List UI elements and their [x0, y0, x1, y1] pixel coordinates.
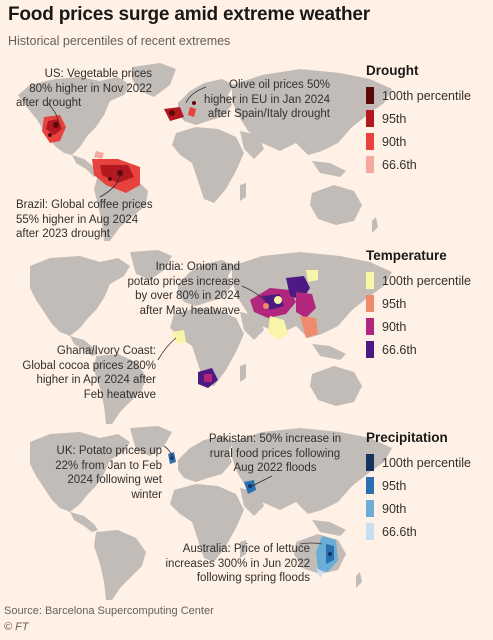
- precipitation-legend-item: 66.6th: [366, 520, 471, 543]
- annotation-pakistan-floods: Pakistan: 50% increase in rural food pri…: [208, 433, 342, 474]
- precipitation-swatch-100: [366, 454, 374, 471]
- annotation-olive-oil: Olive oil prices 50% higher in EU in Jan…: [204, 79, 330, 120]
- temperature-panel: India: Onion and potato prices increase …: [0, 248, 493, 428]
- drought-legend-item: 66.6th: [366, 153, 471, 176]
- precipitation-swatch-90: [366, 500, 374, 517]
- drought-legend-title: Drought: [366, 63, 419, 78]
- precipitation-panel: UK: Potato prices up 22% from Jan to Feb…: [0, 426, 493, 604]
- temperature-westafrica-hotspot: [172, 330, 186, 344]
- ft-credit: © FT: [4, 621, 29, 633]
- precipitation-legend-item: 90th: [366, 497, 471, 520]
- annotation-us-vegetables: US: Vegetable prices 80% higher in Nov 2…: [16, 68, 152, 109]
- temperature-legend: Temperature 100th percentile 95th 90th 6…: [366, 248, 471, 361]
- temperature-southafrica-hotspot: [198, 368, 218, 388]
- precipitation-swatch-95: [366, 477, 374, 494]
- annotation-india-onion: India: Onion and potato prices increase …: [127, 261, 240, 317]
- temperature-swatch-95: [366, 295, 374, 312]
- drought-legend-item: 90th: [366, 130, 471, 153]
- drought-europe-hotspot: [164, 101, 196, 121]
- temperature-swatch-90: [366, 318, 374, 335]
- temperature-swatch-666: [366, 341, 374, 358]
- temperature-world-map: [30, 250, 392, 424]
- precipitation-legend-item: 100th percentile: [366, 451, 471, 474]
- annotation-ghana-cocoa: Ghana/Ivory Coast: Global cocoa prices 2…: [22, 345, 156, 401]
- temperature-asia-hotspot: [250, 270, 318, 340]
- precipitation-uk-hotspot: [168, 452, 176, 464]
- precipitation-pakistan-hotspot: [244, 480, 256, 494]
- source-note: Source: Barcelona Supercomputing Center: [4, 605, 214, 617]
- drought-swatch-95: [366, 110, 374, 127]
- drought-legend: Drought 100th percentile 95th 90th 66.6t…: [366, 63, 471, 176]
- drought-brazil-hotspot: [92, 151, 140, 193]
- annotation-australia-lettuce: Australia: Price of lettuce increases 30…: [165, 543, 311, 584]
- drought-swatch-90: [366, 133, 374, 150]
- drought-panel: US: Vegetable prices 80% higher in Nov 2…: [0, 55, 493, 245]
- precipitation-legend-title: Precipitation: [366, 430, 448, 445]
- drought-world-map: [18, 63, 392, 241]
- drought-us-hotspot: [42, 115, 66, 143]
- annotation-brazil-coffee: Brazil: Global coffee prices 55% higher …: [16, 199, 153, 240]
- precipitation-legend-item: 95th: [366, 474, 471, 497]
- precipitation-swatch-666: [366, 523, 374, 540]
- drought-legend-item: 100th percentile: [366, 84, 471, 107]
- temperature-legend-item: 90th: [366, 315, 471, 338]
- precipitation-australia-hotspot: [316, 536, 338, 578]
- page-title: Food prices surge amid extreme weather: [8, 4, 370, 25]
- drought-swatch-666: [366, 156, 374, 173]
- page-subtitle: Historical percentiles of recent extreme…: [8, 34, 231, 48]
- temperature-legend-title: Temperature: [366, 248, 447, 263]
- precipitation-world-map: [30, 426, 392, 600]
- temperature-swatch-100: [366, 272, 374, 289]
- precipitation-legend: Precipitation 100th percentile 95th 90th…: [366, 430, 471, 543]
- temperature-legend-item: 66.6th: [366, 338, 471, 361]
- drought-legend-item: 95th: [366, 107, 471, 130]
- annotation-uk-potato: UK: Potato prices up 22% from Jan to Feb…: [55, 445, 162, 501]
- temperature-legend-item: 100th percentile: [366, 269, 471, 292]
- temperature-legend-item: 95th: [366, 292, 471, 315]
- drought-swatch-100: [366, 87, 374, 104]
